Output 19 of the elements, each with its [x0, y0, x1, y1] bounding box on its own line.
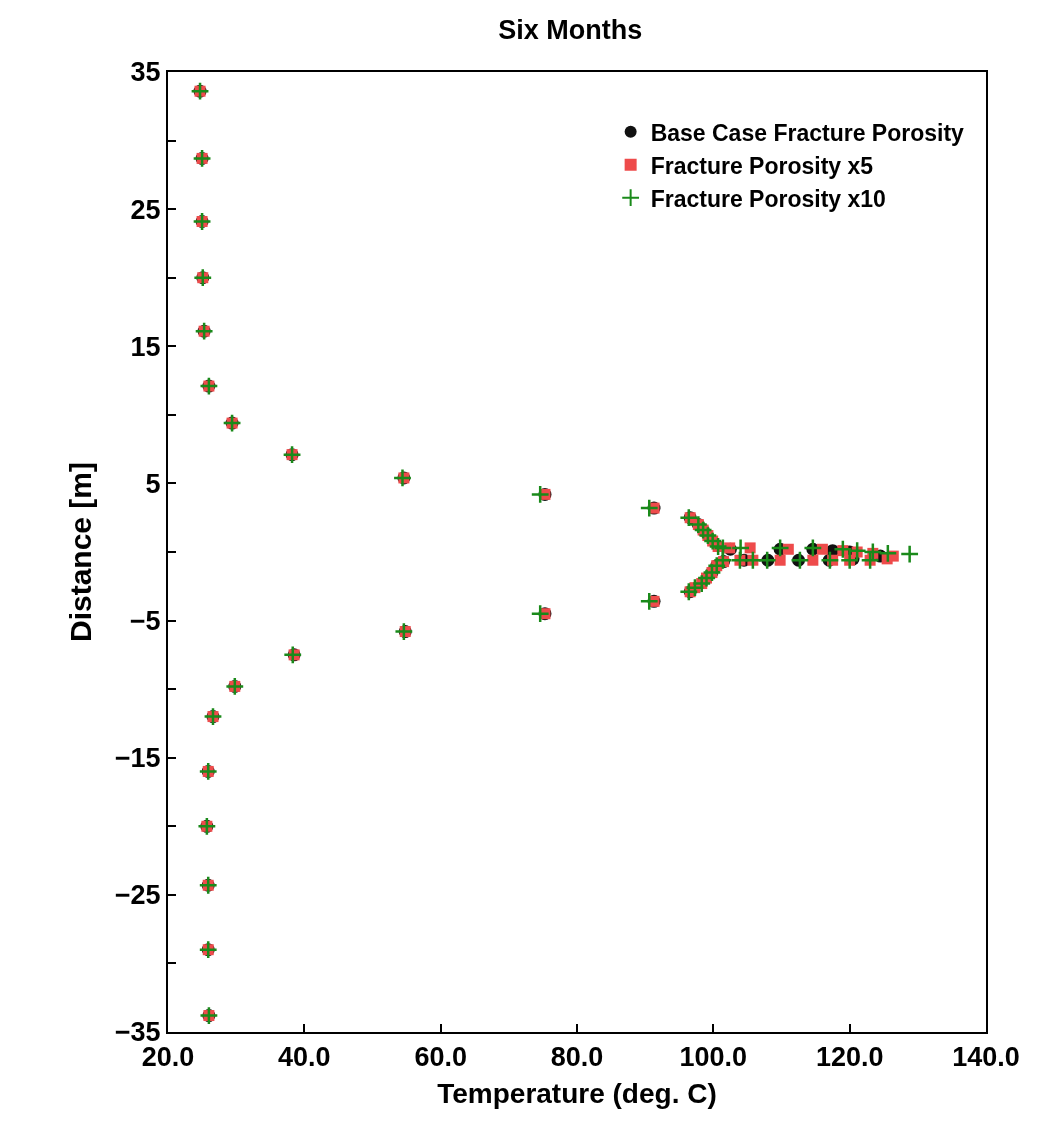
- chart-title: Six Months: [498, 15, 643, 46]
- y-tick-label: 15: [130, 331, 161, 362]
- x-tick-label: 60.0: [414, 1042, 467, 1073]
- y-tick-label: −5: [129, 606, 161, 637]
- y-tick-label: −25: [114, 880, 161, 911]
- y-tick-label: 5: [145, 468, 161, 499]
- x-axis-title: Temperature (deg. C): [437, 1078, 717, 1109]
- y-axis-title: Distance [m]: [64, 461, 98, 643]
- x-tick-label: 140.0: [952, 1042, 1020, 1073]
- legend-label: Base Case Fracture Porosity: [650, 119, 965, 146]
- legend-label: Fracture Porosity x5: [650, 152, 874, 179]
- y-tick-label: −15: [114, 743, 161, 774]
- x-tick-label: 40.0: [278, 1042, 331, 1073]
- x-tick-label: 120.0: [815, 1042, 884, 1073]
- y-tick-label: 35: [130, 57, 161, 88]
- y-tick-label: 25: [130, 194, 161, 225]
- x-tick-label: 100.0: [679, 1042, 748, 1073]
- legend-label: Fracture Porosity x10: [650, 185, 886, 212]
- x-tick-label: 80.0: [550, 1042, 604, 1073]
